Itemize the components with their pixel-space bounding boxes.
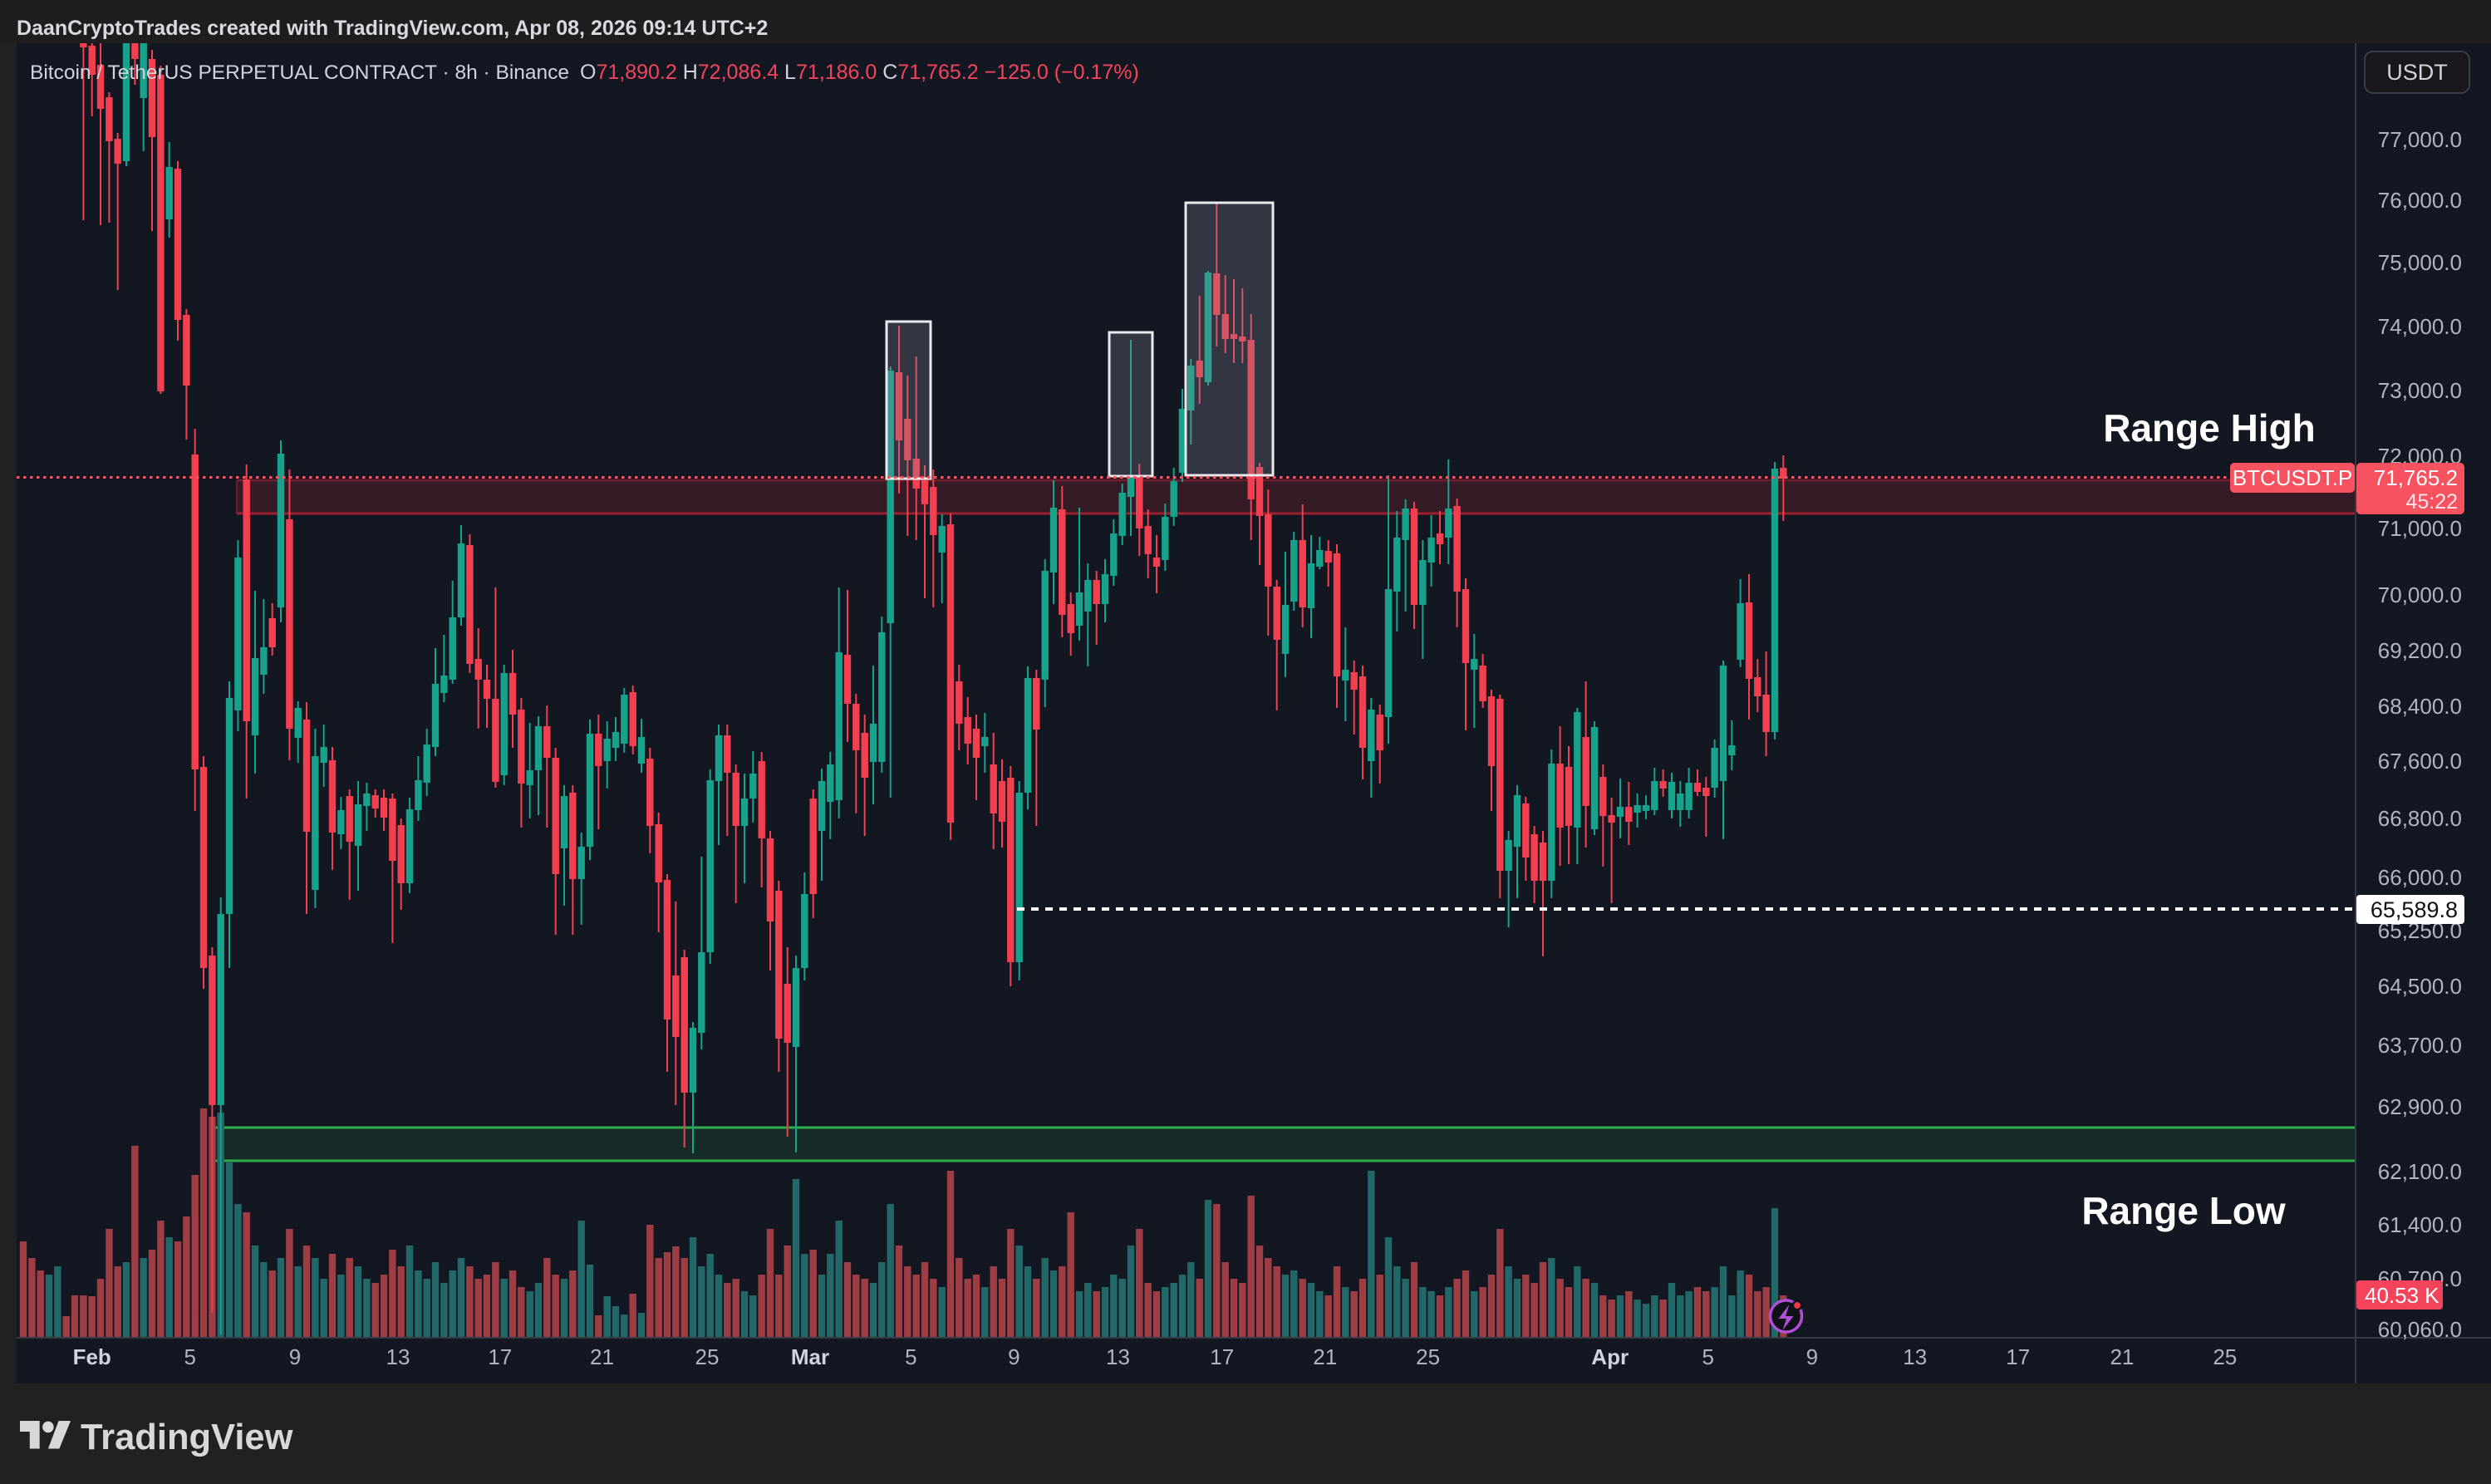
svg-text:USDT: USDT (2386, 60, 2448, 85)
svg-text:61,400.0: 61,400.0 (2378, 1212, 2462, 1237)
svg-text:O71,890.2 H72,086.4 L71,186.: O71,890.2 H72,086.4 L71,186.0 C71,765.2 … (580, 61, 1139, 84)
svg-text:Mar: Mar (791, 1344, 829, 1369)
svg-text:73,000.0: 73,000.0 (2378, 378, 2462, 403)
svg-text:76,000.0: 76,000.0 (2378, 188, 2462, 213)
svg-text:63,700.0: 63,700.0 (2378, 1033, 2462, 1058)
svg-text:77,000.0: 77,000.0 (2378, 127, 2462, 152)
svg-text:45:22: 45:22 (2405, 490, 2458, 514)
svg-text:5: 5 (1702, 1344, 1713, 1369)
svg-text:69,200.0: 69,200.0 (2378, 638, 2462, 663)
svg-text:70,000.0: 70,000.0 (2378, 582, 2462, 607)
svg-text:Feb: Feb (73, 1344, 111, 1369)
svg-text:66,000.0: 66,000.0 (2378, 865, 2462, 890)
svg-text:21: 21 (2110, 1344, 2134, 1369)
svg-text:65,589.8: 65,589.8 (2371, 897, 2458, 922)
svg-text:21: 21 (590, 1344, 614, 1369)
svg-text:40.53 K: 40.53 K (2365, 1283, 2439, 1308)
svg-text:13: 13 (386, 1344, 410, 1369)
svg-text:9: 9 (1008, 1344, 1019, 1369)
svg-text:BTCUSDT.P: BTCUSDT.P (2233, 465, 2352, 490)
svg-text:25: 25 (695, 1344, 720, 1369)
svg-text:17: 17 (2006, 1344, 2030, 1369)
svg-text:21: 21 (1313, 1344, 1337, 1369)
svg-text:5: 5 (184, 1344, 195, 1369)
svg-text:64,500.0: 64,500.0 (2378, 974, 2462, 999)
svg-text:9: 9 (1806, 1344, 1818, 1369)
svg-text:62,100.0: 62,100.0 (2378, 1159, 2462, 1184)
svg-text:71,765.2: 71,765.2 (2374, 465, 2458, 490)
svg-text:74,000.0: 74,000.0 (2378, 314, 2462, 339)
svg-text:DaanCryptoTrades created with: DaanCryptoTrades created with TradingVie… (17, 17, 768, 40)
svg-text:5: 5 (905, 1344, 916, 1369)
svg-text:17: 17 (488, 1344, 512, 1369)
svg-text:Range Low: Range Low (2081, 1189, 2286, 1232)
svg-text:62,900.0: 62,900.0 (2378, 1094, 2462, 1119)
svg-text:68,400.0: 68,400.0 (2378, 694, 2462, 719)
svg-text:66,800.0: 66,800.0 (2378, 806, 2462, 831)
svg-text:71,000.0: 71,000.0 (2378, 516, 2462, 541)
svg-text:13: 13 (1903, 1344, 1927, 1369)
svg-text:Apr: Apr (1591, 1344, 1629, 1369)
svg-text:Range High: Range High (2103, 406, 2316, 450)
svg-text:17: 17 (1210, 1344, 1234, 1369)
svg-text:13: 13 (1106, 1344, 1130, 1369)
svg-text:75,000.0: 75,000.0 (2378, 250, 2462, 275)
svg-text:9: 9 (289, 1344, 301, 1369)
svg-text:TradingView: TradingView (81, 1418, 293, 1457)
svg-text:67,600.0: 67,600.0 (2378, 749, 2462, 774)
svg-text:25: 25 (2213, 1344, 2237, 1369)
svg-text:Bitcoin / TetherUS PERPETUAL C: Bitcoin / TetherUS PERPETUAL CONTRACT · … (30, 61, 569, 84)
svg-text:25: 25 (1416, 1344, 1440, 1369)
svg-text:60,060.0: 60,060.0 (2378, 1317, 2462, 1342)
